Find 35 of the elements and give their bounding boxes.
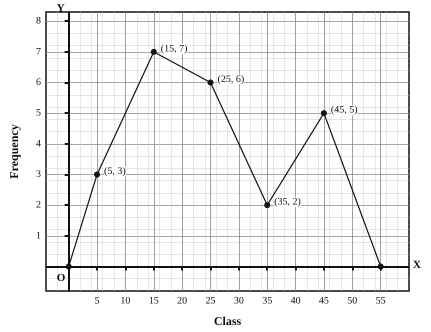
x-tick-label: 15 bbox=[148, 296, 159, 306]
point bbox=[150, 48, 157, 55]
point bbox=[207, 80, 214, 86]
x-tick-label: 30 bbox=[234, 296, 244, 306]
y-tick-label: 5 bbox=[36, 108, 41, 119]
y-tick-label: 4 bbox=[36, 138, 41, 150]
point bbox=[264, 202, 270, 208]
point bbox=[94, 171, 100, 178]
y-tick-label: 3 bbox=[36, 168, 41, 180]
x-tick-label: 10 bbox=[120, 296, 130, 306]
annotation: Y bbox=[56, 2, 65, 14]
annotation: (5, 3) bbox=[104, 166, 126, 177]
annotation: O bbox=[56, 272, 66, 284]
y-tick-label: 8 bbox=[36, 16, 41, 27]
x-tick-label: 20 bbox=[177, 296, 188, 306]
y-tick-label: 6 bbox=[36, 77, 41, 88]
x-tick-label: 40 bbox=[290, 296, 301, 306]
x-tick-label: 55 bbox=[376, 296, 386, 306]
point bbox=[320, 110, 327, 116]
y-tick-label: 7 bbox=[36, 46, 41, 58]
annotation: (25, 6) bbox=[217, 74, 244, 86]
x-tick-label: 5 bbox=[94, 296, 100, 306]
x-tick-label: 25 bbox=[205, 296, 216, 306]
y-tick-label: 2 bbox=[36, 200, 41, 211]
y-tick-label: 1 bbox=[36, 230, 41, 242]
x-tick-label: 35 bbox=[262, 296, 272, 306]
point bbox=[66, 263, 72, 270]
x-axis-title: Class bbox=[214, 314, 242, 328]
annotation: (35, 2) bbox=[274, 196, 301, 208]
text: X bbox=[413, 258, 421, 271]
annotation: (45, 5) bbox=[330, 104, 358, 116]
x-tick-label: 45 bbox=[318, 296, 329, 306]
annotation: (15, 7) bbox=[160, 43, 188, 54]
x-tick-label: 50 bbox=[347, 296, 358, 306]
y-axis-title: Frequency bbox=[7, 124, 21, 179]
